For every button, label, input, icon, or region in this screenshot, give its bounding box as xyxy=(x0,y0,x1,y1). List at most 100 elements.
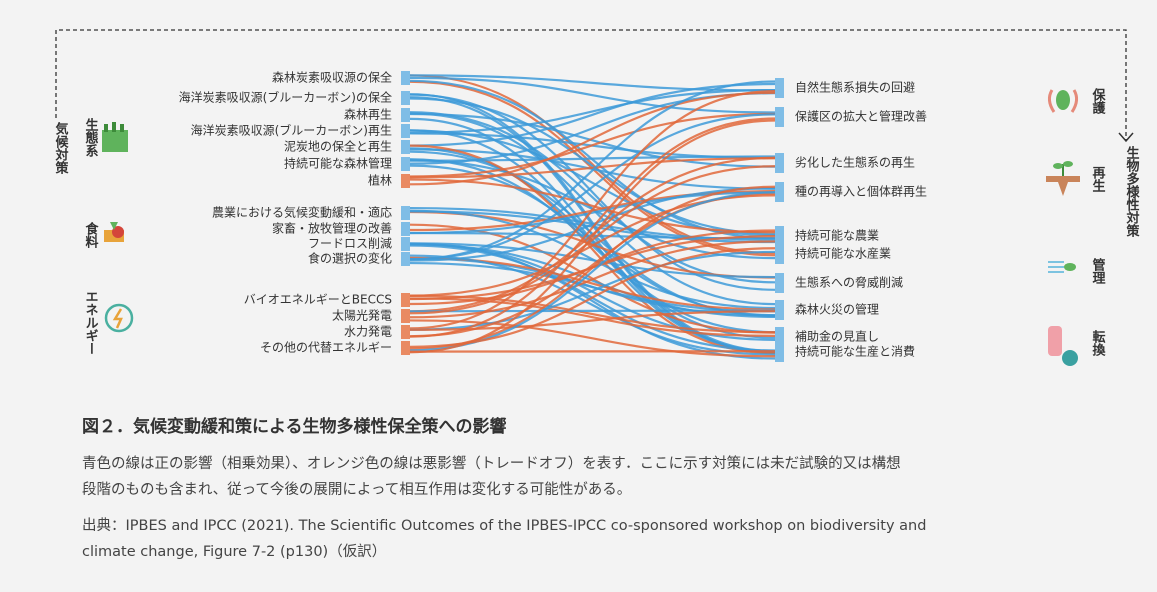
link xyxy=(409,82,776,147)
link xyxy=(409,112,776,178)
link xyxy=(409,113,776,261)
icon-food xyxy=(104,222,124,242)
node-bar xyxy=(775,327,784,347)
group-label: 再生 xyxy=(1090,166,1106,192)
link xyxy=(409,187,776,262)
node-bar xyxy=(401,157,410,171)
right-node-label: 森林火災の管理 xyxy=(795,302,879,317)
right-title: 生物多様性対策 xyxy=(1124,145,1141,238)
left-node-label: 家畜・放牧管理の改善 xyxy=(272,221,392,236)
node-bar xyxy=(401,325,410,339)
link xyxy=(409,157,776,179)
link xyxy=(409,91,776,186)
caption-body: 段階のものも含まれ、従って今後の展開によって相互作用は変化する可能性がある。 xyxy=(82,482,632,498)
icon-energy xyxy=(104,303,134,333)
left-node-label: バイオエネルギーとBECCS xyxy=(244,293,392,307)
icon-protect xyxy=(1047,89,1079,113)
left-node-label: 泥炭地の保全と再生 xyxy=(284,139,392,154)
node-bar xyxy=(401,91,410,105)
link xyxy=(409,247,776,348)
node-bar xyxy=(775,107,784,127)
node-bar xyxy=(401,108,410,122)
right-node-label: 生態系への脅威削減 xyxy=(795,275,903,290)
diagram: 気候対策 生物多様性対策 生態系 食料 エネルギー 保護 再生 管理 転換 森林… xyxy=(53,29,1141,366)
node-bar xyxy=(775,342,784,362)
link xyxy=(409,165,776,315)
node-bar xyxy=(401,309,410,323)
icon-transform xyxy=(1048,326,1078,366)
node-bar xyxy=(775,78,784,98)
caption-source: climate change, Figure 7-2 (p130)（仮訳） xyxy=(82,544,387,560)
right-node-label: 補助金の見直し xyxy=(795,329,879,344)
node-bar xyxy=(775,182,784,202)
caption-source: 出典：IPBES and IPCC (2021). The Scientific… xyxy=(82,518,927,534)
node-bar xyxy=(401,222,410,236)
right-node-label: 劣化した生態系の再生 xyxy=(795,155,915,170)
icon-ecosystem xyxy=(102,122,128,152)
left-node-label: 海洋炭素吸収源(ブルーカーボン)の保全 xyxy=(179,90,392,105)
link xyxy=(409,261,776,313)
link xyxy=(409,117,776,338)
node-bar xyxy=(775,153,784,173)
link xyxy=(409,156,776,313)
left-node-label: 持続可能な森林管理 xyxy=(284,156,392,171)
dashed-frame xyxy=(55,29,1127,140)
group-label: 転換 xyxy=(1090,329,1106,357)
link xyxy=(409,240,776,319)
group-label: 保護 xyxy=(1090,87,1107,115)
right-node-label: 種の再導入と個体群再生 xyxy=(795,185,927,199)
icon-manage xyxy=(1048,261,1076,273)
left-node-label: 海洋炭素吸収源(ブルーカーボン)再生 xyxy=(191,123,392,138)
link xyxy=(409,80,776,261)
group-label: 食料 xyxy=(83,221,99,249)
link xyxy=(409,178,776,234)
link xyxy=(409,97,776,235)
caption-body: 青色の線は正の影響（相乗効果）、オレンジ色の線は悪影響（トレードオフ）を表す．こ… xyxy=(82,456,901,472)
node-bar xyxy=(401,124,410,138)
node-bar xyxy=(401,237,410,251)
link xyxy=(409,144,776,355)
node-bar xyxy=(775,300,784,320)
left-node-label: 森林再生 xyxy=(344,107,392,122)
link xyxy=(409,254,776,356)
right-node-label: 保護区の拡大と管理改善 xyxy=(795,109,927,124)
node-bar xyxy=(401,140,410,154)
icon-restore xyxy=(1046,161,1080,196)
link xyxy=(409,319,776,358)
node-bar xyxy=(401,341,410,355)
left-node-label: 太陽光発電 xyxy=(332,308,392,323)
link xyxy=(409,112,776,168)
node-bar xyxy=(775,244,784,264)
links xyxy=(409,74,776,360)
node-bar xyxy=(401,174,410,188)
right-node-label: 持続可能な農業 xyxy=(795,228,879,243)
link xyxy=(409,119,776,354)
link xyxy=(409,93,776,353)
node-bar xyxy=(401,252,410,266)
link xyxy=(409,74,776,255)
arrow-head xyxy=(1118,132,1134,143)
right-node-label: 持続可能な生産と消費 xyxy=(795,344,915,359)
link xyxy=(409,155,776,162)
link xyxy=(409,76,776,114)
left-node-label: その他の代替エネルギー xyxy=(260,341,392,355)
left-node-label: 農業における気候変動緩和・適応 xyxy=(212,205,392,220)
link xyxy=(409,88,776,134)
link xyxy=(409,310,776,331)
left-node-label: 植林 xyxy=(368,173,392,188)
right-node-label: 自然生態系損失の回避 xyxy=(795,80,915,95)
caption-title: 図２．気候変動緩和策による生物多様性保全策への影響 xyxy=(82,417,507,437)
link xyxy=(409,242,776,279)
link xyxy=(409,90,776,330)
group-label: エネルギー xyxy=(83,290,99,355)
node-bar xyxy=(401,293,410,307)
left-node-label: 水力発電 xyxy=(344,325,392,339)
left-title: 気候対策 xyxy=(53,121,70,175)
link xyxy=(409,294,776,334)
node-bar xyxy=(775,226,784,246)
group-label: 生態系 xyxy=(83,117,99,158)
left-node-label: 食の選択の変化 xyxy=(308,251,392,266)
left-node-label: フードロス削減 xyxy=(308,236,392,251)
node-bar xyxy=(775,273,784,293)
